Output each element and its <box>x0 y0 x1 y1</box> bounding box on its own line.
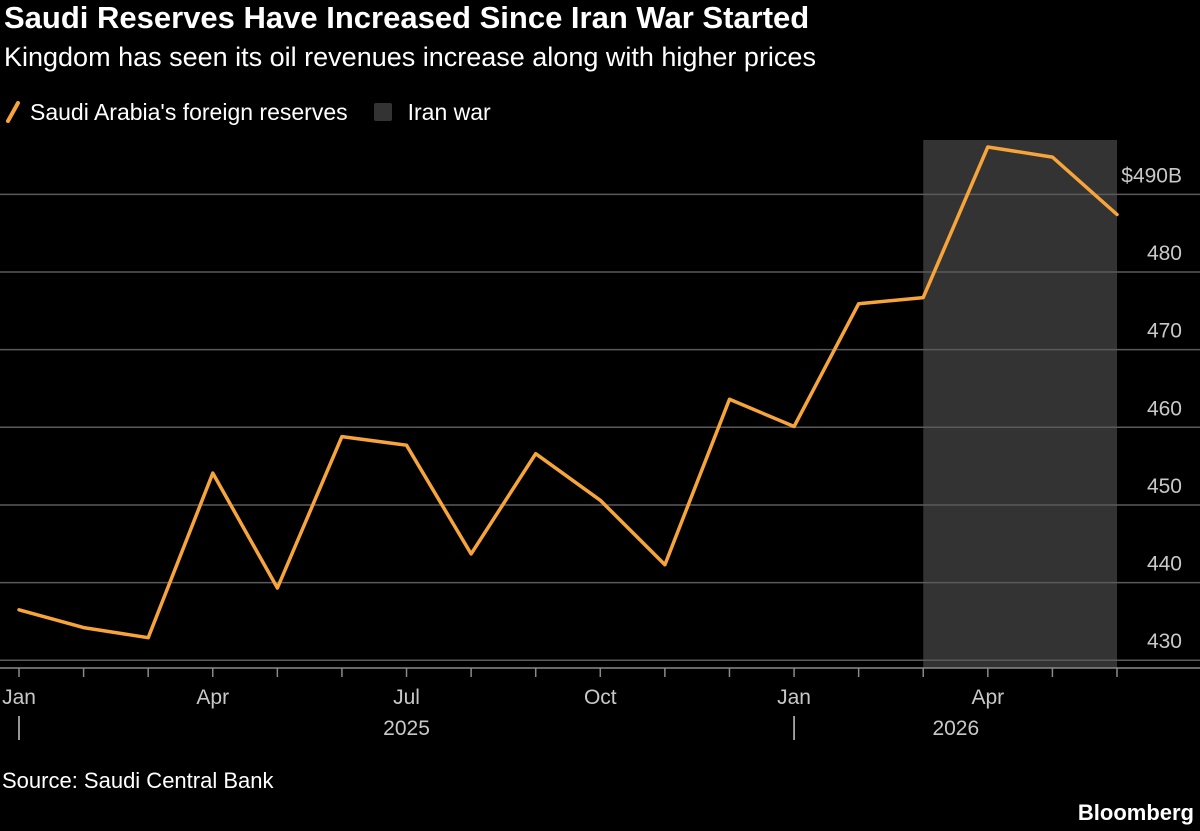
data-point <box>534 452 538 456</box>
y-tick-label: $490B <box>1121 164 1182 187</box>
x-tick-label: Jan <box>777 686 811 709</box>
data-point <box>275 586 279 590</box>
x-tick-label: Apr <box>971 686 1004 709</box>
x-tick-label: Jul <box>393 686 420 709</box>
data-point <box>211 471 215 475</box>
data-point <box>82 626 86 630</box>
iran-war-shading <box>923 140 1117 668</box>
x-tick-label: Oct <box>584 686 617 709</box>
data-point <box>792 425 796 429</box>
y-tick-label: 440 <box>1147 553 1182 576</box>
data-point <box>469 552 473 556</box>
data-point <box>598 498 602 502</box>
source-note: Source: Saudi Central Bank <box>2 768 274 793</box>
y-tick-label: 430 <box>1147 630 1182 653</box>
data-point <box>146 636 150 640</box>
data-point <box>857 302 861 306</box>
year-label: 2025 <box>383 717 430 740</box>
data-point <box>1050 155 1054 159</box>
data-point <box>986 145 990 149</box>
data-point <box>17 608 21 612</box>
y-tick-label: 470 <box>1147 320 1182 343</box>
data-point <box>340 435 344 439</box>
legend-label-reserves: Saudi Arabia's foreign reserves <box>30 98 348 125</box>
data-point <box>1115 213 1119 217</box>
legend-label-iran-war: Iran war <box>407 98 491 125</box>
reserves-series-line <box>17 145 1119 640</box>
chart-subtitle: Kingdom has seen its oil revenues increa… <box>4 42 816 72</box>
data-point <box>405 443 409 447</box>
data-point <box>921 296 925 300</box>
y-tick-label: 480 <box>1147 242 1182 265</box>
bloomberg-logo: Bloomberg <box>1077 800 1194 825</box>
legend-item-reserves: Saudi Arabia's foreign reserves <box>6 99 348 126</box>
legend-line-swatch-icon <box>6 101 20 123</box>
x-tick-label: Jan <box>2 686 36 709</box>
data-point <box>727 397 731 401</box>
legend: Saudi Arabia's foreign reserves Iran war <box>6 97 517 127</box>
y-tick-label: 450 <box>1147 475 1182 498</box>
year-label: 2026 <box>932 717 979 740</box>
chart-title: Saudi Reserves Have Increased Since Iran… <box>4 0 810 35</box>
data-point <box>663 563 667 567</box>
legend-box-swatch-icon <box>373 103 392 121</box>
legend-item-iran-war: Iran war <box>373 98 491 126</box>
x-tick-label: Apr <box>196 686 229 709</box>
y-tick-label: 460 <box>1147 397 1182 420</box>
